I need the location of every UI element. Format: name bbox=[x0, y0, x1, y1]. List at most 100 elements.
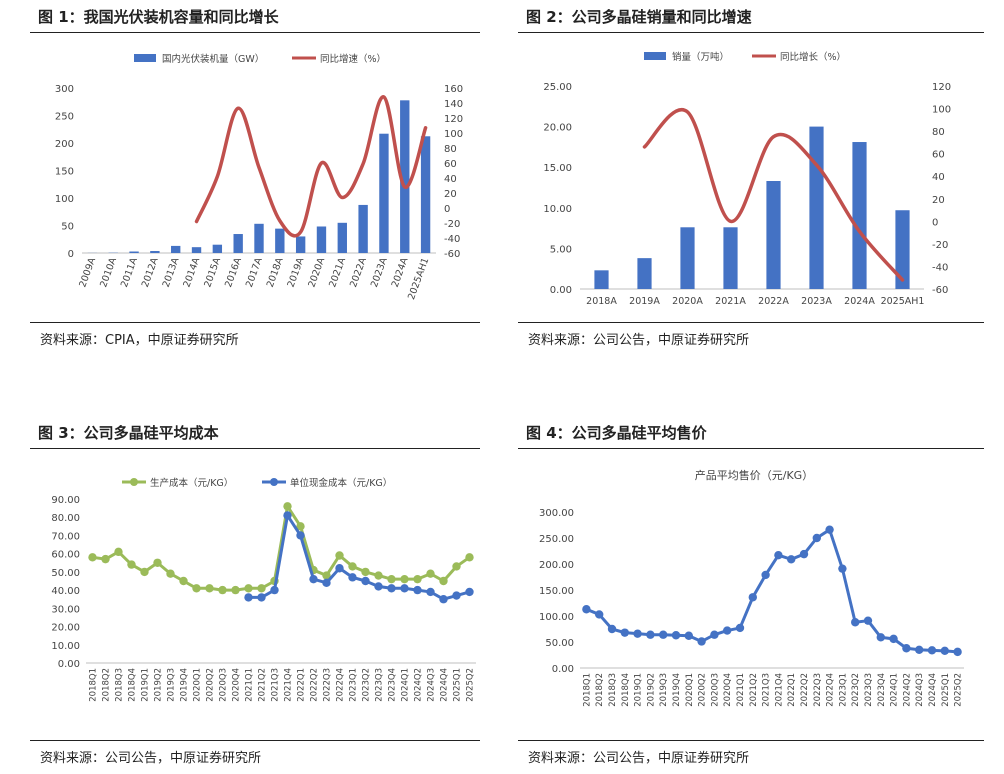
y-tick: 20.00 bbox=[51, 623, 80, 634]
legend-line-label: 同比增长（%） bbox=[780, 51, 846, 63]
x-tick: 2021A bbox=[715, 296, 746, 307]
series-point-1 bbox=[179, 576, 188, 586]
series-point-1 bbox=[283, 502, 292, 511]
series-point-1 bbox=[812, 533, 821, 543]
legend-series-2-marker bbox=[270, 478, 278, 486]
x-tick: 2025Q1 bbox=[453, 668, 463, 702]
x-tick: 2024Q4 bbox=[440, 668, 450, 702]
y-right-tick: 160 bbox=[444, 84, 463, 95]
y-tick: 0.00 bbox=[552, 664, 574, 675]
bar bbox=[809, 126, 824, 289]
panel-1: 图 1：我国光伏装机容量和同比增长 0 50 100 150 200 250 300 -60-… bbox=[30, 6, 480, 351]
y-left-tick: 100 bbox=[55, 194, 74, 205]
x-tick: 2021Q4 bbox=[284, 668, 294, 702]
bar bbox=[275, 228, 285, 253]
x-tick: 2021Q4 bbox=[774, 673, 784, 707]
x-tick: 2022A bbox=[758, 296, 789, 307]
y-left-tick: 50 bbox=[61, 222, 74, 233]
x-tick: 2024Q2 bbox=[902, 673, 912, 707]
panel-2: 图 2：公司多晶硅销量和同比增速 0.00 5.00 10.00 15.00 20.00… bbox=[518, 6, 984, 351]
panel-2-source: 资料来源：公司公告，中原证券研究所 bbox=[528, 333, 750, 348]
x-tick: 2023Q3 bbox=[375, 668, 385, 702]
y-tick: 200.00 bbox=[539, 560, 574, 571]
x-tick: 2022Q4 bbox=[336, 668, 346, 702]
series-point-1 bbox=[218, 585, 227, 595]
bar bbox=[316, 226, 327, 253]
x-tick: 2025AH1 bbox=[881, 296, 925, 307]
x-tick: 2018Q3 bbox=[608, 673, 618, 707]
x-tick: 2019Q3 bbox=[659, 673, 669, 707]
y-left-tick: 200 bbox=[55, 139, 74, 150]
growth-line bbox=[194, 95, 428, 238]
series-point-1 bbox=[684, 631, 693, 640]
x-tick: 2017A bbox=[244, 256, 265, 289]
panel-3-source-rule bbox=[30, 740, 480, 741]
legend-bar-swatch bbox=[644, 52, 666, 60]
series-point-1 bbox=[620, 628, 629, 637]
series-point-1 bbox=[595, 610, 604, 619]
series-point-1 bbox=[697, 637, 706, 646]
x-tick: 2022A bbox=[348, 256, 369, 289]
series-point-1 bbox=[735, 623, 745, 633]
series-point-1 bbox=[127, 560, 136, 569]
series-point-2 bbox=[309, 574, 318, 584]
x-tick: 2024Q3 bbox=[915, 673, 925, 707]
bar bbox=[766, 181, 781, 289]
x-tick: 2024Q1 bbox=[401, 668, 411, 702]
y-left-tick: 0 bbox=[68, 249, 74, 260]
series-point-2 bbox=[387, 584, 396, 593]
x-tick: 2016A bbox=[223, 256, 244, 289]
series-point-1 bbox=[646, 630, 655, 639]
y-left-tick: 250 bbox=[55, 112, 74, 123]
x-tick: 2020Q4 bbox=[232, 668, 242, 702]
x-tick: 2022Q2 bbox=[310, 668, 320, 702]
bar bbox=[400, 100, 410, 253]
y-right-tick: 80 bbox=[932, 127, 945, 138]
x-tick: 2019Q4 bbox=[672, 673, 682, 707]
y-left-tick: 15.00 bbox=[543, 163, 572, 174]
y-right-tick: 80 bbox=[444, 144, 457, 155]
y-right-tick: 120 bbox=[932, 82, 951, 93]
panel-4-source-rule bbox=[518, 740, 984, 741]
y-tick: 80.00 bbox=[51, 513, 80, 524]
series-point-1 bbox=[940, 646, 949, 656]
y-right-tick: 120 bbox=[444, 114, 463, 125]
x-tick: 2018Q1 bbox=[582, 673, 592, 707]
x-tick: 2014A bbox=[182, 256, 203, 289]
panel-2-title: 图 2：公司多晶硅销量和同比增速 bbox=[526, 8, 752, 26]
y-right-tick: -60 bbox=[932, 285, 948, 296]
x-tick: 2020Q3 bbox=[710, 673, 720, 707]
bar bbox=[233, 234, 243, 253]
y-right-tick: -40 bbox=[932, 262, 948, 273]
y-right-tick: -60 bbox=[444, 249, 460, 260]
legend-bar-label: 销量（万吨） bbox=[672, 51, 729, 63]
x-tick: 2021Q1 bbox=[245, 668, 255, 702]
y-right-tick: 100 bbox=[932, 105, 951, 116]
series-point-1 bbox=[889, 634, 898, 644]
panel-1-title: 图 1：我国光伏装机容量和同比增长 bbox=[38, 8, 279, 26]
series-point-1 bbox=[153, 558, 162, 567]
y-tick: 100.00 bbox=[539, 612, 574, 623]
series-point-2 bbox=[465, 587, 474, 597]
series-point-1 bbox=[140, 567, 149, 577]
series-point-1 bbox=[296, 522, 305, 531]
x-tick: 2022Q3 bbox=[323, 668, 333, 702]
series-point-2 bbox=[374, 582, 383, 591]
y-left-tick: 300 bbox=[55, 84, 74, 95]
series-point-1 bbox=[452, 562, 461, 571]
x-tick: 2023Q4 bbox=[388, 668, 398, 702]
bar bbox=[379, 133, 389, 253]
series-point-2 bbox=[296, 531, 305, 540]
x-tick: 2022Q1 bbox=[787, 673, 797, 707]
panel-1-source: 资料来源：CPIA，中原证券研究所 bbox=[40, 333, 239, 348]
y-tick: 90.00 bbox=[51, 495, 80, 506]
series-point-1 bbox=[671, 631, 681, 640]
series-point-1 bbox=[205, 584, 214, 593]
series-point-1 bbox=[244, 584, 253, 593]
series-point-1 bbox=[710, 630, 719, 639]
series-point-1 bbox=[825, 525, 834, 534]
series-point-1 bbox=[439, 576, 448, 586]
bar bbox=[171, 245, 181, 253]
x-tick: 2019Q1 bbox=[141, 668, 151, 702]
series-point-2 bbox=[322, 578, 331, 588]
